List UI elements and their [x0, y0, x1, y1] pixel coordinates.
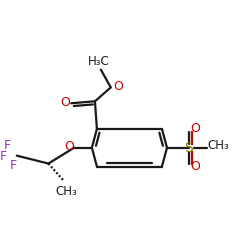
Text: O: O — [191, 160, 200, 173]
Text: O: O — [191, 122, 200, 136]
Text: S: S — [184, 141, 193, 155]
Text: O: O — [60, 96, 70, 109]
Text: F: F — [9, 159, 16, 172]
Text: F: F — [3, 139, 10, 152]
Text: CH₃: CH₃ — [55, 185, 77, 198]
Text: O: O — [64, 140, 74, 153]
Text: CH₃: CH₃ — [208, 139, 229, 152]
Text: H₃C: H₃C — [88, 55, 110, 68]
Text: O: O — [114, 80, 124, 93]
Text: F: F — [0, 150, 6, 163]
